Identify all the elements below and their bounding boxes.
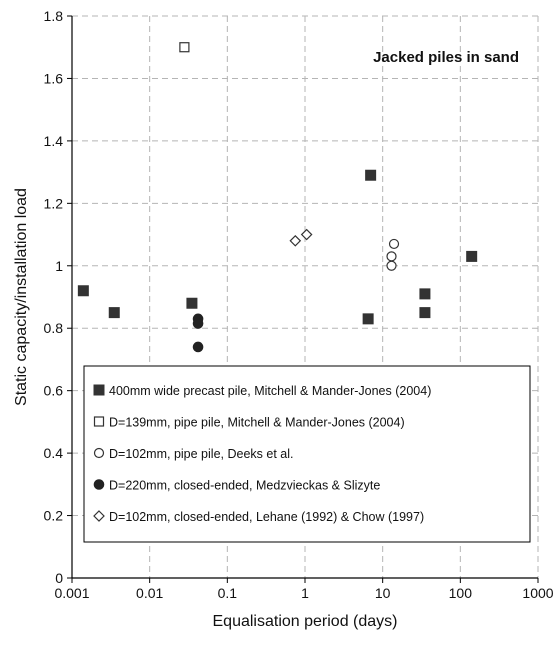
data-point (365, 169, 377, 181)
data-point (419, 288, 431, 300)
data-point (466, 250, 478, 262)
data-point (108, 307, 120, 319)
y-axis-title: Static capacity/installation load (13, 188, 30, 406)
data-point (386, 251, 397, 262)
y-tick-label: 0.4 (44, 445, 64, 461)
legend-marker (93, 447, 105, 459)
data-point (77, 285, 89, 297)
data-point (419, 307, 431, 319)
data-point (186, 297, 198, 309)
y-tick-label: 1.8 (44, 8, 64, 24)
legend-label: 400mm wide precast pile, Mitchell & Mand… (109, 384, 431, 398)
x-tick-label: 0.1 (218, 585, 238, 601)
y-tick-label: 1.6 (44, 70, 64, 86)
y-tick-label: 0 (55, 570, 63, 586)
x-axis-title: Equalisation period (days) (213, 613, 398, 630)
data-point (300, 228, 313, 241)
legend-box (83, 365, 531, 543)
x-tick-label: 1000 (522, 585, 553, 601)
data-point (289, 234, 302, 247)
x-tick-label: 1 (301, 585, 309, 601)
chart-annotation: Jacked piles in sand (373, 49, 519, 66)
legend-marker (93, 479, 105, 490)
legend-label: D=102mm, pipe pile, Deeks et al. (109, 447, 293, 461)
axes (67, 15, 539, 583)
legend-marker (93, 510, 105, 522)
data-point (192, 318, 204, 329)
tick-labels: 0 0.2 0.4 0.6 0.8 1 1.2 1.4 1.6 1.8 0.001 0.01 0.1 1 1… (44, 8, 554, 601)
data-point (179, 42, 190, 53)
legend-label: D=139mm, pipe pile, Mitchell & Mander-Jo… (109, 416, 405, 430)
x-tick-label: 0.01 (136, 585, 163, 601)
data-point (362, 313, 374, 325)
x-tick-label: 100 (449, 585, 473, 601)
data-point (192, 341, 204, 353)
legend-label: D=102mm, closed-ended, Lehane (1992) & C… (109, 510, 424, 524)
y-tick-label: 0.8 (44, 320, 64, 336)
x-tick-label: 0.001 (54, 585, 89, 601)
y-tick-label: 0.6 (44, 383, 64, 399)
legend-marker (93, 384, 105, 396)
legend-label: D=220mm, closed-ended, Medzvieckas & Sli… (109, 479, 380, 493)
legend: 400mm wide precast pile, Mitchell & Mand… (83, 365, 531, 543)
data-point (388, 238, 400, 250)
data-point (386, 260, 397, 271)
x-tick-label: 10 (375, 585, 391, 601)
y-tick-label: 1 (55, 258, 63, 274)
data-points (77, 42, 478, 353)
y-tick-label: 0.2 (44, 508, 64, 524)
y-tick-label: 1.2 (44, 195, 64, 211)
legend-marker (93, 416, 105, 427)
y-tick-label: 1.4 (44, 133, 64, 149)
